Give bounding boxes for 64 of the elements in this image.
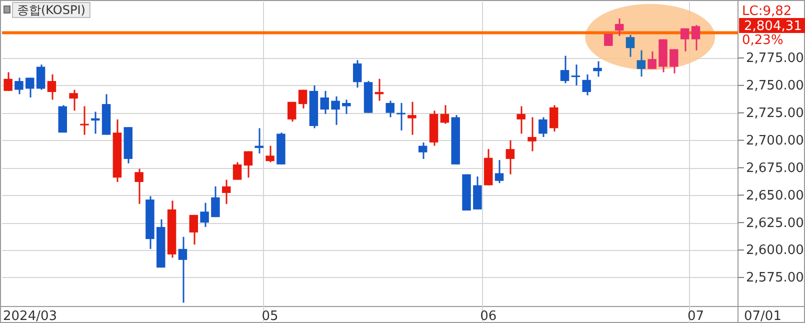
candlestick [691, 24, 700, 52]
candlestick [386, 100, 394, 118]
candlestick [200, 202, 209, 228]
candlestick [418, 142, 428, 160]
y-tick-label: 2,600.00 [746, 243, 804, 258]
y-tick-label: 2,675.00 [746, 160, 804, 176]
candlestick [178, 236, 188, 304]
candlestick [670, 48, 678, 74]
candlestick [593, 60, 602, 78]
candlestick [254, 127, 264, 154]
candlestick [189, 214, 198, 246]
candlestick [494, 159, 504, 184]
text: 2024/03 [3, 309, 58, 323]
candlestick [528, 116, 536, 152]
candlestick [26, 76, 34, 98]
x-tick-label: 05 [262, 309, 278, 323]
y-tick-label: 2,650.00 [746, 188, 804, 204]
candlestick [538, 116, 548, 138]
candlestick [222, 179, 231, 205]
text: 07/01 [744, 309, 782, 323]
x-tick-label: 06 [480, 309, 497, 323]
y-tick-label: 2,725.00 [746, 106, 804, 122]
candlestick [80, 106, 89, 136]
candlestick [244, 150, 253, 178]
text: 0,23% [742, 33, 784, 48]
candlestick [571, 64, 580, 86]
candlestick [47, 74, 56, 100]
candlestick [14, 76, 24, 95]
candlestick [604, 33, 613, 47]
candlestick [232, 161, 242, 181]
candlestick [69, 89, 78, 112]
y-tick-label: 2,700.00 [746, 133, 804, 148]
y-tick-label: 2,775.00 [746, 51, 804, 66]
candlestick [4, 71, 12, 92]
x-tick-label: 07 [687, 309, 704, 323]
candlestick [342, 98, 351, 115]
y-tick-label: 2,575.00 [746, 270, 804, 286]
candlestick [636, 50, 646, 78]
candlestick [408, 101, 416, 136]
candlestick [36, 64, 46, 91]
candlestick [680, 28, 690, 52]
candlestick [266, 145, 274, 163]
candlestick [626, 34, 635, 58]
candlestick [506, 140, 515, 176]
candlestick [134, 168, 144, 205]
candlestick [211, 186, 220, 218]
candlestick [560, 55, 570, 84]
candlestick [549, 104, 558, 132]
candlestick [352, 59, 362, 88]
candlestick [516, 106, 526, 134]
y-tick-label: 2,625.00 [746, 216, 804, 231]
y-tick-label: 2,750.00 [746, 78, 804, 94]
text: 2,804,31 [744, 19, 802, 34]
candlestick [440, 104, 450, 125]
candlestick [320, 90, 329, 115]
candlestick [298, 89, 308, 110]
text: LC:9,82 [742, 4, 792, 19]
candlestick [396, 102, 406, 132]
candlestick [582, 74, 591, 96]
candlestick [287, 101, 296, 122]
candlestick [614, 18, 624, 37]
chart-title: 종합(KOSPI) [17, 3, 86, 17]
candlestick [331, 96, 340, 126]
candlestick [648, 50, 656, 70]
